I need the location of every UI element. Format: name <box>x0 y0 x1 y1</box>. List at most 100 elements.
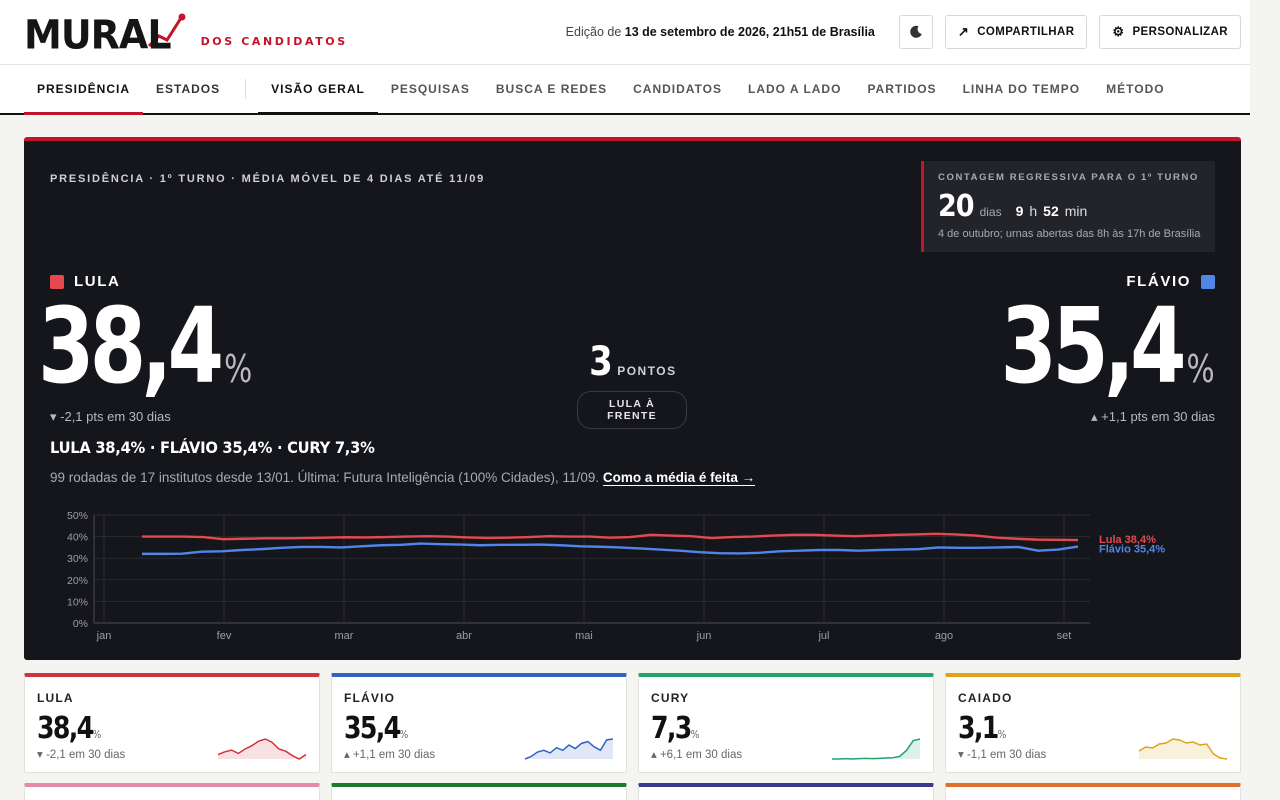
countdown-hours: 9 <box>1015 203 1024 219</box>
card-candidate-name: CAIADO <box>958 691 1013 705</box>
chart-series-line <box>142 542 1079 556</box>
theme-toggle-button[interactable] <box>898 15 933 49</box>
scrollbar[interactable] <box>1250 0 1265 800</box>
logo-subtitle: DOS CANDIDATOS <box>200 35 348 48</box>
chart-series-end-label: Lula 38,4% <box>1099 534 1156 546</box>
chart-x-tick: ago <box>935 630 953 642</box>
sparkline-line <box>1138 738 1228 760</box>
chart-x-tick: abr <box>456 630 472 642</box>
edition-prefix: Edição de <box>565 25 625 39</box>
right-candidate-delta: ▴ +1,1 pts em 30 dias <box>1091 409 1215 424</box>
tab-linha-do-tempo[interactable]: LINHA DO TEMPO <box>962 82 1081 96</box>
candidate-cards: LULA 38,4% ▾ -2,1 em 30 dias FLÁVIO 35,4% ▴ +… <box>24 673 1241 773</box>
chart-y-tick: 40% <box>67 532 88 544</box>
countdown-days-unit: dias <box>979 205 1002 219</box>
chart-y-tick: 10% <box>67 596 88 608</box>
candidate-card-partial[interactable] <box>638 783 934 800</box>
card-value-number: 7,3 <box>651 711 692 746</box>
chart-y-tick: 20% <box>67 575 88 587</box>
edition-date-value: 13 de setembro de 2026, 21h51 de Brasíli… <box>624 25 875 39</box>
card-candidate-name: FLÁVIO <box>344 691 396 705</box>
customize-label: PERSONALIZAR <box>1132 26 1228 38</box>
customize-button[interactable]: ⚙ PERSONALIZAR <box>1099 15 1241 49</box>
tab-partidos[interactable]: PARTIDOS <box>867 82 937 96</box>
candidate-card[interactable]: CURY 7,3% ▴ +6,1 em 30 dias <box>638 673 934 773</box>
hero-summary: LULA 38,4% · FLÁVIO 35,4% · CURY 7,3% <box>50 438 375 457</box>
card-delta: ▴ +1,1 em 30 dias <box>344 749 436 761</box>
card-sparkline <box>832 738 921 760</box>
candidate-cards-row-2 <box>24 783 1241 800</box>
sparkline-area <box>832 739 920 759</box>
logo[interactable]: MURAL DOS CANDIDATOS <box>24 11 348 59</box>
gap-points: 3 PONTOS <box>577 339 687 385</box>
countdown-label: CONTAGEM REGRESSIVA PARA O 1º TURNO <box>938 172 1199 183</box>
sparkline-line <box>832 738 921 760</box>
card-delta: ▾ -2,1 em 30 dias <box>37 749 126 761</box>
right-candidate-value: 35,4% <box>1001 291 1215 424</box>
candidate-card[interactable]: LULA 38,4% ▾ -2,1 em 30 dias <box>24 673 320 773</box>
right-candidate-label: FLÁVIO <box>1126 273 1215 290</box>
right-candidate-name: FLÁVIO <box>1126 273 1191 290</box>
chart-x-tick: mar <box>335 630 354 642</box>
chart-series-end-label: Flávio 35,4% <box>1099 544 1165 556</box>
hero-kicker: PRESIDÊNCIA · 1º TURNO · MÉDIA MÓVEL DE … <box>50 173 486 185</box>
chart-x-tick: set <box>1057 630 1072 642</box>
candidate-card[interactable]: CAIADO 3,1% ▾ -1,1 em 30 dias <box>945 673 1241 773</box>
card-delta: ▾ -1,1 em 30 dias <box>958 749 1047 761</box>
moon-icon <box>910 25 922 38</box>
countdown-hours-unit: h <box>1029 203 1038 219</box>
left-value-pct: % <box>224 347 253 391</box>
card-value-pct: % <box>92 728 102 741</box>
chart-x-tick: mai <box>575 630 593 642</box>
tab-metodo[interactable]: MÉTODO <box>1106 82 1165 96</box>
card-sparkline <box>217 738 307 760</box>
hero-meta-text: 99 rodadas de 17 institutos desde 13/01.… <box>50 470 603 485</box>
left-candidate-label: LULA <box>50 273 120 290</box>
card-value-number: 38,4 <box>37 711 94 746</box>
candidate-card-partial[interactable] <box>24 783 320 800</box>
countdown-minutes: 52 <box>1043 203 1059 219</box>
tab-visao-geral[interactable]: VISÃO GERAL <box>258 65 378 115</box>
tab-busca-e-redes[interactable]: BUSCA E REDES <box>495 82 608 96</box>
countdown-days: 20 <box>938 189 975 224</box>
nav-presidencia[interactable]: PRESIDÊNCIA <box>24 65 144 115</box>
countdown-row: 20 dias 9 h 52 min <box>938 189 1201 224</box>
edition-date: Edição de 13 de setembro de 2026, 21h51 … <box>566 25 875 39</box>
card-value: 3,1% <box>958 711 1006 746</box>
nav-estados[interactable]: ESTADOS <box>156 82 221 96</box>
chart-y-tick: 50% <box>67 510 88 522</box>
left-candidate-name: LULA <box>74 273 121 290</box>
gap-indicator: 3 PONTOS LULA À FRENTE <box>577 339 687 429</box>
candidate-card[interactable]: FLÁVIO 35,4% ▴ +1,1 em 30 dias <box>331 673 627 773</box>
right-value-number: 35,4 <box>1000 285 1187 407</box>
sparkline-line <box>524 738 614 760</box>
candidate-card-partial[interactable] <box>945 783 1241 800</box>
countdown-minutes-unit: min <box>1064 203 1088 219</box>
countdown-box: CONTAGEM REGRESSIVA PARA O 1º TURNO 20 d… <box>921 161 1215 252</box>
method-link[interactable]: Como a média é feita → <box>602 470 756 486</box>
candidate-card-partial[interactable] <box>331 783 627 800</box>
left-value-number: 38,4 <box>38 285 224 407</box>
card-value: 35,4% <box>344 711 408 746</box>
logo-word: MURAL <box>24 11 172 59</box>
card-value-number: 35,4 <box>344 711 401 746</box>
chart-x-tick: fev <box>217 630 232 642</box>
tab-candidatos[interactable]: CANDIDATOS <box>633 82 722 96</box>
trend-chart: 50% 40% 30% 20% 10% 0% jan fev mar abr mai jun jul ag… <box>67 510 1165 642</box>
tab-pesquisas[interactable]: PESQUISAS <box>390 82 470 96</box>
card-value: 7,3% <box>651 711 699 746</box>
logo-trend-icon <box>147 13 186 48</box>
card-sparkline <box>1138 738 1228 760</box>
card-value-pct: % <box>690 728 700 741</box>
sparkline-area <box>525 739 613 759</box>
left-candidate-value: 38,4% <box>38 291 252 424</box>
tab-lado-a-lado[interactable]: LADO A LADO <box>748 82 842 96</box>
chart-series-line <box>142 532 1079 542</box>
chart-x-tick: jul <box>817 630 829 642</box>
main-nav: PRESIDÊNCIA ESTADOS VISÃO GERAL PESQUISA… <box>0 65 1265 115</box>
card-candidate-name: CURY <box>651 691 690 705</box>
leader-badge: LULA À FRENTE <box>577 391 687 429</box>
share-button[interactable]: ↗ COMPARTILHAR <box>944 15 1088 49</box>
card-value-pct: % <box>997 728 1007 741</box>
